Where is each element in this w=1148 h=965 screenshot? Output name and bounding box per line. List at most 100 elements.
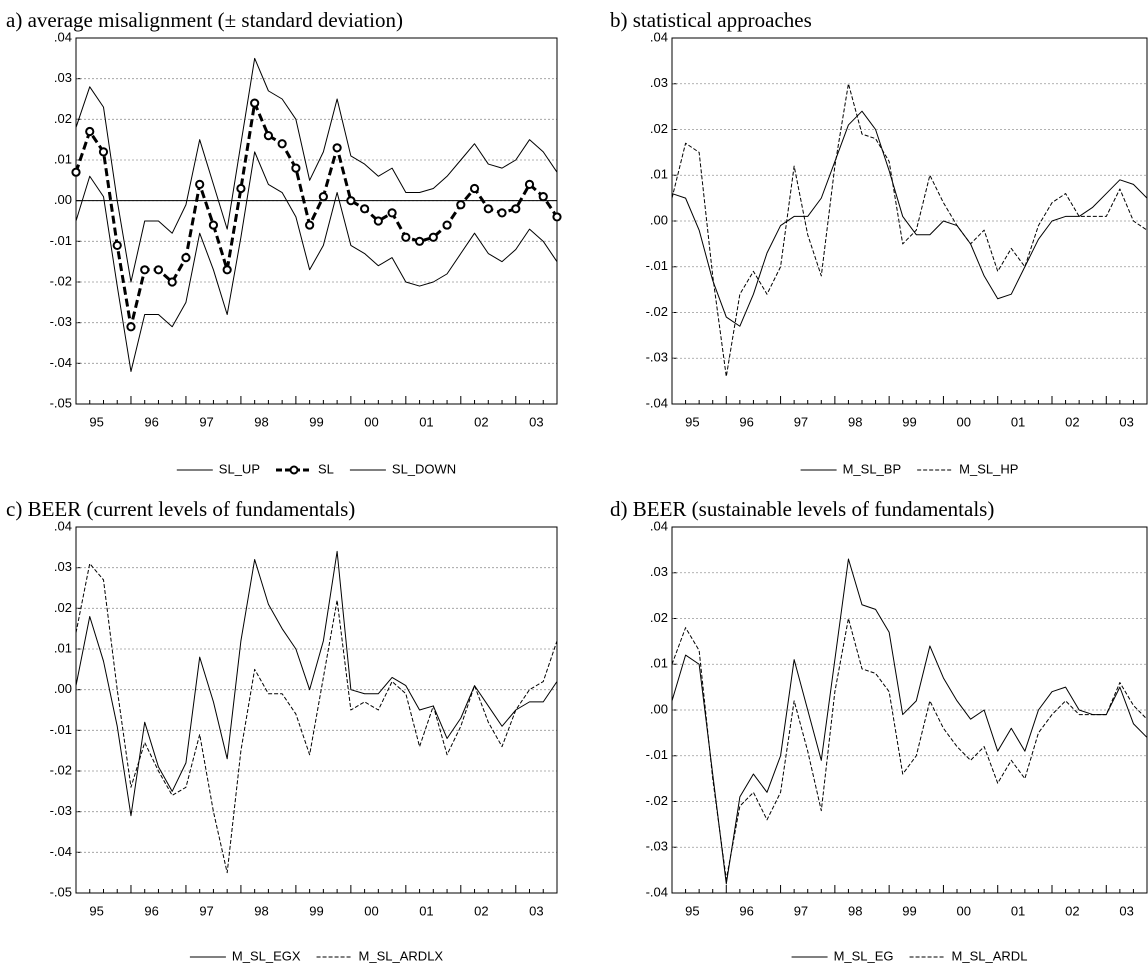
data-point	[126, 322, 136, 332]
x-tick-label: 01	[419, 903, 433, 918]
data-point	[250, 98, 260, 108]
y-tick-label: .00	[650, 701, 668, 716]
series-line	[671, 83, 1148, 378]
data-point	[85, 126, 95, 137]
data-point	[346, 196, 356, 206]
y-tick-label: .03	[650, 75, 668, 90]
data-point	[71, 167, 81, 177]
y-tick-label: .03	[54, 559, 72, 574]
x-tick-label: 99	[309, 414, 323, 429]
y-tick-label: -.01	[50, 233, 72, 248]
x-tick-label: 03	[1119, 903, 1133, 918]
y-tick-label: .00	[650, 212, 668, 227]
y-tick-label: .04	[54, 518, 72, 533]
y-tick-label: .02	[54, 111, 72, 126]
x-tick-label: 03	[529, 414, 543, 429]
x-tick-label: 03	[1119, 414, 1133, 429]
y-tick-label: .02	[650, 121, 668, 136]
data-point	[153, 265, 164, 275]
legend-label: M_SL_EGX	[232, 948, 301, 963]
plot-frame	[75, 526, 558, 894]
x-tick-label: 96	[739, 414, 753, 429]
plot-frame	[671, 37, 1148, 405]
y-tick-label: .01	[54, 151, 72, 166]
series-line	[75, 57, 558, 283]
legend: M_SL_EG M_SL_ARDL	[791, 948, 1027, 963]
legend-label: SL	[318, 461, 334, 476]
data-point	[236, 183, 246, 194]
data-point	[263, 131, 273, 141]
data-point	[222, 265, 232, 275]
chart-title: c) BEER (current levels of fundamentals)	[6, 497, 355, 521]
y-tick-label: .04	[650, 29, 668, 44]
y-tick-label: .03	[650, 564, 668, 579]
data-point	[318, 192, 328, 202]
legend-label: SL_DOWN	[392, 461, 456, 476]
legend: M_SL_BP M_SL_HP	[800, 461, 1018, 476]
y-tick-label: .04	[54, 29, 72, 44]
y-tick-label: -.02	[646, 793, 668, 808]
y-tick-label: -.05	[50, 884, 72, 899]
y-tick-label: .04	[650, 518, 668, 533]
y-tick-label: -.02	[50, 273, 72, 288]
data-point	[456, 200, 466, 210]
x-tick-label: 99	[309, 903, 323, 918]
data-point	[428, 232, 438, 242]
y-tick-label: -.05	[50, 395, 72, 410]
data-point	[373, 216, 383, 226]
legend: SL_UP SL SL_DOWN	[176, 461, 456, 476]
x-tick-label: 97	[199, 903, 213, 918]
y-tick-label: -.01	[50, 722, 72, 737]
x-tick-label: 01	[1011, 903, 1025, 918]
x-tick-label: 00	[957, 903, 971, 918]
legend-label: M_SL_BP	[843, 461, 902, 476]
legend-label: M_SL_ARDLX	[359, 948, 444, 963]
x-tick-label: 98	[254, 414, 268, 429]
data-point	[524, 179, 535, 189]
y-tick-label: -.04	[50, 844, 72, 859]
y-tick-label: .02	[54, 600, 72, 615]
y-tick-label: -.03	[646, 839, 668, 854]
series-line	[671, 558, 1148, 885]
data-point	[112, 240, 122, 250]
y-tick-label: -.04	[50, 355, 72, 370]
chart-title: b) statistical approaches	[610, 8, 812, 32]
x-tick-label: 96	[144, 903, 158, 918]
x-tick-label: 97	[794, 414, 808, 429]
y-tick-label: .03	[54, 70, 72, 85]
x-tick-label: 02	[1065, 903, 1079, 918]
x-tick-label: 98	[848, 414, 862, 429]
plot-frame	[671, 526, 1148, 894]
series-line	[75, 151, 558, 372]
data-point	[332, 143, 342, 153]
x-tick-label: 01	[1011, 414, 1025, 429]
x-tick-label: 99	[902, 414, 916, 429]
x-tick-label: 95	[685, 903, 699, 918]
y-tick-label: -.04	[646, 884, 668, 899]
data-point	[208, 220, 219, 230]
x-tick-label: 96	[739, 903, 753, 918]
data-point	[483, 204, 493, 214]
x-tick-label: 02	[474, 903, 488, 918]
data-point	[181, 253, 191, 263]
y-tick-label: .01	[650, 167, 668, 182]
y-tick-label: -.01	[646, 747, 668, 762]
data-point	[98, 147, 109, 157]
series-line	[75, 550, 558, 817]
x-tick-label: 00	[364, 903, 378, 918]
series-line	[671, 110, 1148, 327]
x-tick-label: 03	[529, 903, 543, 918]
data-point	[401, 232, 411, 242]
data-point	[387, 208, 397, 218]
y-tick-label: -.03	[50, 314, 72, 329]
data-point	[552, 212, 562, 222]
x-tick-label: 97	[794, 903, 808, 918]
data-point	[195, 179, 205, 189]
legend-label: M_SL_HP	[959, 461, 1018, 476]
x-tick-label: 98	[848, 903, 862, 918]
x-tick-label: 01	[419, 414, 433, 429]
data-point	[497, 208, 507, 218]
x-tick-label: 98	[254, 903, 268, 918]
